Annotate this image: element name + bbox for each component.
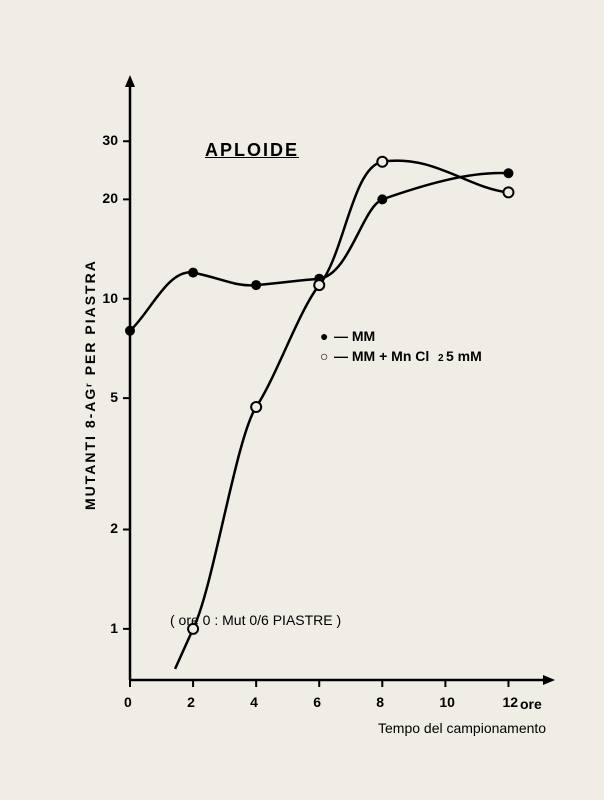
legend-label-sub: 2 [438, 353, 444, 364]
y-tick-label: 20 [102, 190, 118, 206]
chart-title: APLOIDE [205, 140, 299, 161]
legend-marker-filled: ● [320, 328, 328, 344]
page: APLOIDE MUTANTI 8-AGʳ PER PIASTRA Tempo … [0, 0, 604, 800]
y-tick-label: 5 [110, 389, 118, 405]
legend-marker-open: ○ [320, 348, 328, 364]
x-axis-label: Tempo del campionamento [378, 720, 546, 736]
y-tick-label: 1 [110, 620, 118, 636]
chart-note: ( ore 0 : Mut 0/6 PIASTRE ) [170, 612, 341, 628]
x-tick-label: 2 [187, 694, 195, 710]
legend-label-suffix: 5 mM [446, 348, 482, 364]
y-tick-label: 2 [110, 520, 118, 536]
x-tick-label: 6 [313, 694, 321, 710]
x-tick-label: 12 [502, 694, 518, 710]
y-axis-label: MUTANTI 8-AGʳ PER PIASTRA [82, 259, 98, 510]
x-tick-label: 4 [250, 694, 258, 710]
x-tick-label: 10 [439, 694, 455, 710]
x-unit-label: ore [520, 696, 542, 712]
x-tick-label: 8 [376, 694, 384, 710]
legend-label-mm: — MM [334, 328, 375, 344]
y-tick-label: 10 [102, 290, 118, 306]
x-tick-label: 0 [124, 694, 132, 710]
y-tick-label: 30 [102, 132, 118, 148]
legend-label-mmcl: — MM + Mn Cl [334, 348, 429, 364]
